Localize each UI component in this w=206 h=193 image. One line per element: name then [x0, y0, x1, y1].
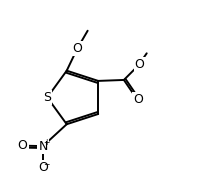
Text: +: +	[43, 138, 49, 147]
Text: O: O	[38, 162, 48, 174]
Text: −: −	[43, 160, 50, 169]
Text: O: O	[133, 93, 143, 106]
Text: O: O	[72, 42, 82, 55]
Text: O: O	[135, 58, 145, 71]
Text: O: O	[18, 139, 28, 152]
Text: N: N	[38, 140, 48, 153]
Text: S: S	[43, 91, 51, 104]
